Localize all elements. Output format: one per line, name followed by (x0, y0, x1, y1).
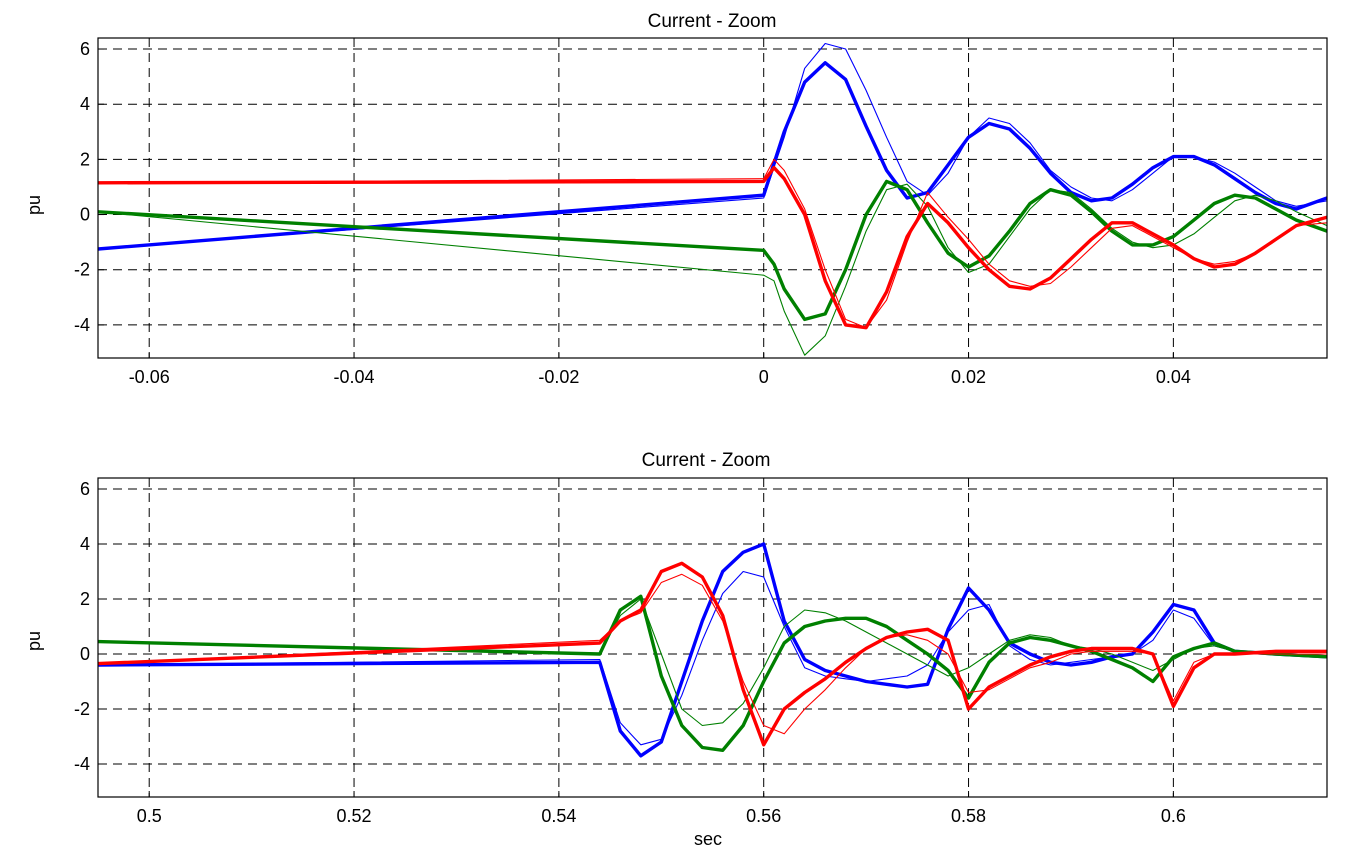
bottom-x-tick-label: 0.5 (137, 806, 162, 826)
bottom-ticks: 0.5 0.52 0.54 0.56 0.58 0.6 -4 -2 0 2 4 6 (74, 479, 1186, 826)
top-y-axis-label: pu (24, 195, 44, 215)
bottom-y-tick-label: 2 (80, 589, 90, 609)
bottom-series-group (98, 542, 1327, 758)
top-grid (98, 38, 1327, 358)
top-panel: Current - Zoom pu -0.06 -0.04 -0.02 0 0.02 0.… (24, 11, 1328, 387)
bottom-series-phase-a-simulated (98, 542, 1327, 758)
top-y-tick-label: -4 (74, 315, 90, 335)
top-chart-title: Current - Zoom (648, 11, 777, 32)
bottom-x-tick-label: 0.56 (746, 806, 781, 826)
bottom-y-tick-label: 0 (80, 644, 90, 664)
top-y-tick-label: 6 (80, 39, 90, 59)
top-x-tick-label: 0.04 (1156, 367, 1191, 387)
bottom-x-tick-label: 0.52 (337, 806, 372, 826)
top-x-tick-label: 0.02 (951, 367, 986, 387)
top-ticks: -0.06 -0.04 -0.02 0 0.02 0.04 -4 -2 0 2 4 6 (74, 39, 1191, 387)
bottom-plot-frame (97, 477, 1328, 798)
top-y-tick-label: -2 (74, 260, 90, 280)
top-series-phase-b-measured (98, 183, 1327, 356)
top-y-tick-label: 4 (80, 94, 90, 114)
bottom-y-axis-label: pu (24, 631, 44, 651)
top-plot-frame (97, 37, 1328, 359)
bottom-x-axis-label: sec (694, 829, 722, 849)
bottom-chart-title: Current - Zoom (642, 450, 771, 471)
top-y-tick-label: 2 (80, 149, 90, 169)
top-series-group (98, 42, 1327, 356)
bottom-y-tick-label: 4 (80, 534, 90, 554)
top-series-phase-c-simulated (98, 165, 1327, 330)
bottom-y-tick-label: 6 (80, 479, 90, 499)
top-series-phase-c-measured (98, 158, 1327, 329)
top-y-tick-label: 0 (80, 205, 90, 225)
bottom-x-tick-label: 0.58 (951, 806, 986, 826)
top-x-tick-label: -0.02 (538, 367, 579, 387)
top-series-phase-a-simulated (98, 61, 1327, 251)
top-series-phase-a-measured (98, 42, 1327, 250)
bottom-panel: Current - Zoom pu sec 0.5 0.52 0.54 0.56 0.5… (24, 450, 1328, 849)
top-series-phase-b-simulated (98, 179, 1327, 322)
top-x-tick-label: 0 (759, 367, 769, 387)
top-x-tick-label: -0.04 (334, 367, 375, 387)
bottom-y-tick-label: -4 (74, 754, 90, 774)
bottom-y-tick-label: -2 (74, 699, 90, 719)
bottom-series-phase-c-simulated (98, 561, 1327, 747)
top-x-tick-label: -0.06 (129, 367, 170, 387)
bottom-x-tick-label: 0.6 (1161, 806, 1186, 826)
bottom-series-phase-b-simulated (98, 594, 1327, 752)
bottom-x-tick-label: 0.54 (541, 806, 576, 826)
